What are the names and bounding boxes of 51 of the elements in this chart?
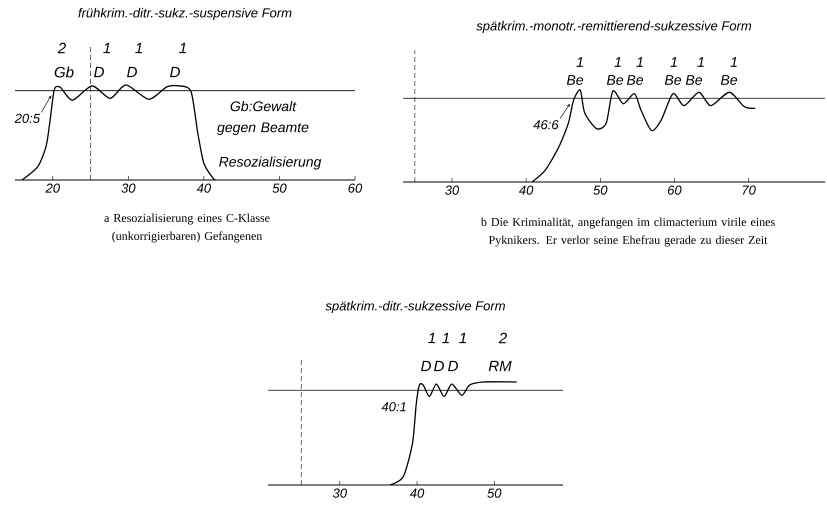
text: 1 — [730, 57, 737, 67]
text: 1 — [697, 57, 704, 67]
text: D — [127, 66, 137, 78]
text: 1 — [103, 42, 110, 54]
text: 1 — [614, 57, 621, 67]
chart-title: frühkrim.-ditr.-sukz.-suspensive Form — [78, 8, 292, 20]
text: a Resozialisierung eines C-Klasse (unkorrigierbaren) Gefangenen — [104, 214, 270, 242]
annotation: 40:1 — [382, 402, 406, 412]
text: 1 — [135, 42, 142, 54]
x-tick-label: 50 — [272, 184, 287, 193]
x-tick-label: 40 — [410, 488, 424, 498]
text: D — [170, 66, 180, 78]
text: Be — [626, 75, 644, 85]
text: 1 — [576, 57, 583, 67]
x-tick-label: 40 — [518, 186, 534, 195]
text: 2 — [58, 42, 66, 54]
text: 1 — [428, 332, 435, 344]
x-tick-label: 30 — [121, 184, 136, 193]
text: Be — [566, 75, 584, 85]
chart-title: spätkrim.-monotr.-remittierend-sukzessive Form — [476, 20, 752, 34]
x-tick-label: 50 — [593, 186, 608, 195]
text: Be — [606, 75, 624, 85]
text: D — [434, 360, 444, 372]
x-tick-label: 30 — [445, 186, 460, 195]
text: Be — [664, 75, 682, 85]
text: 1 — [636, 57, 643, 67]
text: RM — [488, 360, 512, 372]
text: Be — [686, 75, 702, 85]
text: D — [448, 360, 458, 372]
x-tick-label: 30 — [332, 488, 347, 498]
x-tick-label: 40 — [196, 184, 212, 193]
text: 2 — [498, 332, 507, 344]
text: 1 — [179, 42, 186, 54]
text: D — [421, 360, 431, 372]
text: 1 — [442, 332, 449, 344]
x-tick-label: 20 — [45, 184, 60, 193]
annotation: Gb:Gewalt gegen Beamte — [217, 100, 308, 136]
text: 1 — [670, 57, 677, 67]
text: Be — [720, 75, 738, 85]
x-tick-label: 70 — [742, 186, 756, 195]
annotation: 20:5 — [14, 114, 40, 123]
annotation: 46:6 — [533, 120, 559, 130]
annotation: Resozialisierung — [219, 156, 322, 170]
text: D — [94, 66, 104, 78]
x-tick-label: 60 — [348, 184, 362, 193]
chart-title: spätkrim.-ditr.-sukzessive Form — [325, 300, 505, 314]
text: 1 — [459, 332, 466, 344]
text: Gb — [54, 66, 74, 78]
text: b Die Kriminalität, angefangen im climacterium virile eines Pyknikers. Er verlor seine Ehefrau gerade zu dieser Zeit — [480, 217, 775, 247]
x-tick-label: 60 — [668, 186, 682, 195]
x-tick-label: 50 — [487, 488, 502, 498]
